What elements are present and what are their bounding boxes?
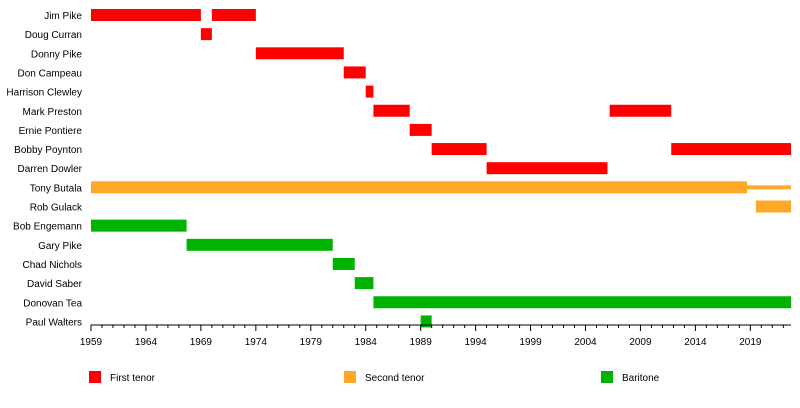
bar-donny-pike-3 <box>255 47 344 60</box>
member-label-ernie-pontiere: Ernie Pontiere <box>19 126 83 137</box>
bar-rob-gulack-14 <box>755 200 791 213</box>
legend-swatch-second <box>344 371 356 383</box>
bar-doug-curran-2 <box>200 28 212 41</box>
member-label-don-campeau: Don Campeau <box>18 68 82 79</box>
member-label-rob-gulack: Rob Gulack <box>30 203 83 214</box>
x-tick-label-1964: 1964 <box>135 337 158 348</box>
member-label-tony-butala: Tony Butala <box>30 183 83 194</box>
x-tick-label-1989: 1989 <box>410 337 433 348</box>
bar-harrison-clewley-5 <box>365 85 374 98</box>
member-label-harrison-clewley: Harrison Clewley <box>6 88 82 99</box>
bar-tony-butala-12 <box>91 181 748 194</box>
bar-jim-pike-1 <box>211 9 256 21</box>
x-axis: 1959 1964 1969 1974 1979 1984 1989 1994 1999 2004… <box>80 324 791 348</box>
member-bars <box>91 9 791 328</box>
member-label-donny-pike: Donny Pike <box>31 49 83 60</box>
member-label-bobby-poynton: Bobby Poynton <box>14 145 82 156</box>
member-labels: Jim Pike Doug Curran Donny Pike Don Campeau… <box>6 11 83 328</box>
x-tick-label-1974: 1974 <box>245 337 268 348</box>
x-tick-label-2014: 2014 <box>684 337 707 348</box>
legend-label-baritone: Baritone <box>622 373 660 384</box>
bar-jim-pike-0 <box>91 9 201 21</box>
bar-tony-butala-13 <box>747 185 791 190</box>
bar-mark-preston-7 <box>609 104 672 117</box>
member-label-paul-walters: Paul Walters <box>26 317 82 328</box>
x-tick-label-2004: 2004 <box>574 337 597 348</box>
bar-bobby-poynton-9 <box>431 143 487 156</box>
bar-bob-engemann-15 <box>91 219 187 232</box>
legend-swatch-baritone <box>601 371 613 383</box>
x-tick-label-1979: 1979 <box>300 337 323 348</box>
member-label-bob-engemann: Bob Engemann <box>13 222 82 233</box>
bar-gary-pike-16 <box>186 238 333 251</box>
x-tick-label-2009: 2009 <box>629 337 652 348</box>
legend-swatch-first <box>89 371 101 383</box>
legend: First tenor Second tenor Baritone <box>89 371 660 384</box>
x-tick-label-1984: 1984 <box>355 337 378 348</box>
bar-chad-nichols-17 <box>332 257 355 270</box>
bar-david-saber-18 <box>354 277 374 290</box>
x-tick-label-1994: 1994 <box>464 337 487 348</box>
bar-don-campeau-4 <box>343 66 366 79</box>
bar-bobby-poynton-10 <box>671 143 791 156</box>
bar-paul-walters-20 <box>420 315 432 328</box>
member-label-doug-curran: Doug Curran <box>25 30 82 41</box>
legend-label-first: First tenor <box>110 373 156 384</box>
x-tick-label-1999: 1999 <box>519 337 542 348</box>
x-tick-label-1959: 1959 <box>80 337 103 348</box>
member-label-jim-pike: Jim Pike <box>44 11 82 22</box>
member-label-donovan-tea: Donovan Tea <box>23 298 82 309</box>
x-tick-label-1969: 1969 <box>190 337 213 348</box>
member-label-david-saber: David Saber <box>27 279 83 290</box>
bar-darren-dowler-11 <box>486 162 608 175</box>
member-label-mark-preston: Mark Preston <box>23 107 82 118</box>
member-label-darren-dowler: Darren Dowler <box>18 164 83 175</box>
bar-donovan-tea-19 <box>373 296 791 309</box>
bar-mark-preston-6 <box>373 104 410 117</box>
x-tick-label-2019: 2019 <box>739 337 762 348</box>
bar-ernie-pontiere-8 <box>409 123 432 136</box>
member-label-gary-pike: Gary Pike <box>38 241 82 252</box>
legend-label-second: Second tenor <box>365 373 425 384</box>
member-label-chad-nichols: Chad Nichols <box>23 260 82 271</box>
